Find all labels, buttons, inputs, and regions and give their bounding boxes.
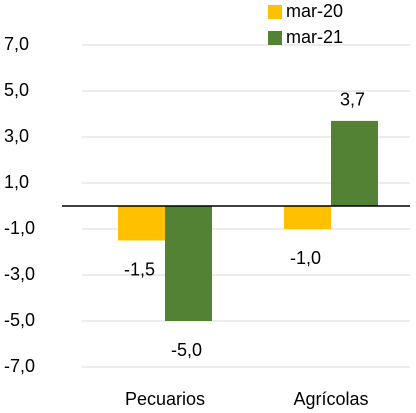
y-tick-label: -5,0: [4, 310, 35, 330]
value-label: -5,0: [171, 340, 202, 360]
legend-swatch: [268, 31, 282, 45]
y-tick-label: -7,0: [4, 356, 35, 376]
bar: [118, 206, 165, 241]
legend-label: mar-21: [286, 27, 343, 47]
y-tick-label: 1,0: [4, 172, 29, 192]
bar: [284, 206, 331, 229]
y-tick-label: -3,0: [4, 264, 35, 284]
bar: [165, 206, 212, 321]
legend-swatch: [268, 5, 282, 19]
y-tick-label: 5,0: [4, 80, 29, 100]
x-tick-label: Pecuarios: [125, 389, 205, 409]
y-tick-label: 3,0: [4, 126, 29, 146]
x-tick-label: Agrícolas: [293, 389, 368, 409]
legend-label: mar-20: [286, 1, 343, 21]
value-label: 3,7: [340, 90, 365, 110]
value-label: -1,5: [124, 259, 155, 279]
y-tick-label: 7,0: [4, 34, 29, 54]
bar: [331, 120, 378, 206]
y-tick-label: -1,0: [4, 218, 35, 238]
value-label: -1,0: [290, 248, 321, 268]
